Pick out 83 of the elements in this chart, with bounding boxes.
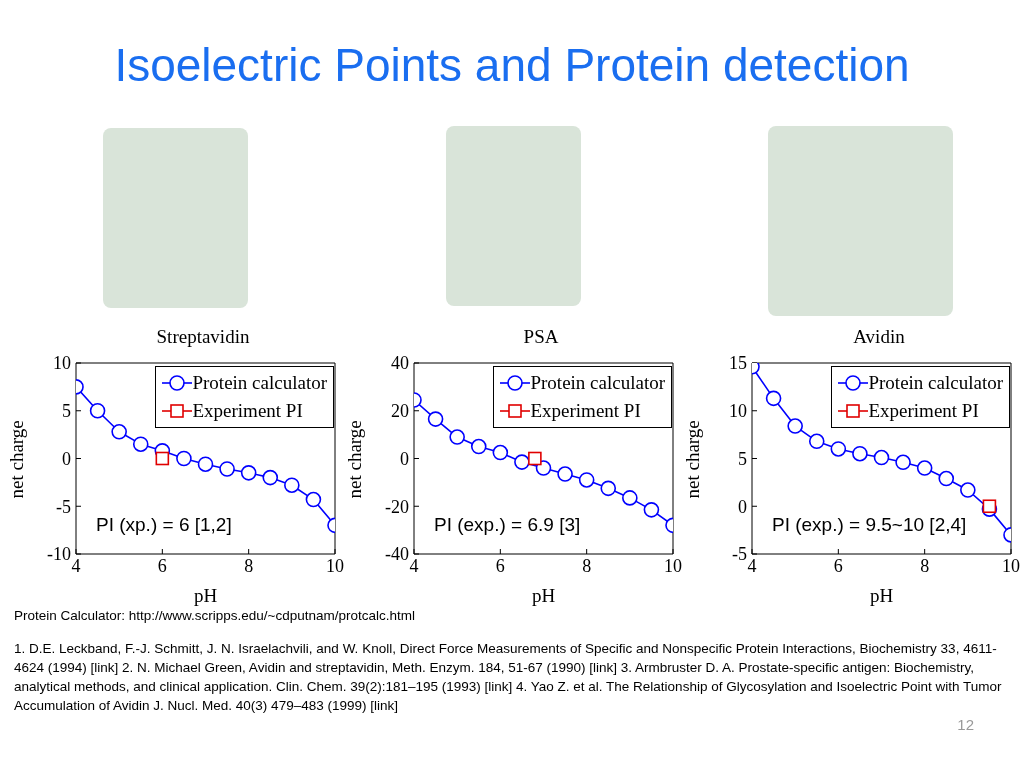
y-tick-label: 0 xyxy=(400,448,409,469)
point xyxy=(132,436,149,452)
point xyxy=(852,445,868,462)
point xyxy=(155,451,170,466)
point xyxy=(578,472,595,488)
point xyxy=(765,390,782,407)
x-tick-label: 8 xyxy=(920,555,930,576)
chart-title: PSA xyxy=(522,326,560,349)
point xyxy=(514,454,530,470)
chart-title: Avidin xyxy=(852,326,906,349)
annotation: PI (exp.) = 9.5~10 [2,4] xyxy=(772,514,967,536)
point xyxy=(873,449,890,466)
y-tick-label: -10 xyxy=(47,544,71,565)
legend-label: Protein calculator xyxy=(530,371,665,395)
point xyxy=(557,466,573,482)
x-tick-label: 4 xyxy=(747,555,757,576)
point xyxy=(449,429,465,445)
y-tick-label: 10 xyxy=(53,353,71,374)
legend-label: Protein calculator xyxy=(192,371,327,395)
point xyxy=(895,454,911,471)
point xyxy=(916,460,933,476)
y-tick-label: 10 xyxy=(729,401,747,422)
point xyxy=(111,423,127,440)
y-tick-label: 0 xyxy=(738,496,747,517)
x-tick-label: 4 xyxy=(71,555,81,576)
x-tick-label: 10 xyxy=(326,555,344,576)
x-tick-label: 10 xyxy=(1002,555,1020,576)
point xyxy=(643,502,660,518)
point xyxy=(492,444,509,461)
text: Isoelectric Points and Protein detection xyxy=(113,38,911,92)
point xyxy=(830,441,847,457)
y-tick-label: 15 xyxy=(729,353,747,374)
text: 12 xyxy=(956,715,975,734)
y-tick-label: -5 xyxy=(732,544,747,565)
point xyxy=(284,477,300,494)
point xyxy=(787,418,803,434)
point xyxy=(528,451,542,466)
y-axis-title: net charge xyxy=(681,420,703,499)
annotation: PI (exp.) = 6.9 [3] xyxy=(434,514,581,536)
point xyxy=(808,433,825,450)
y-tick-label: 5 xyxy=(738,448,747,469)
point xyxy=(600,480,617,497)
text: analytical methods, and clinical application. Clin. Chem. 39(2):181–195 (1993) [link] 4. Yao Z. et al. The Relationship of Glycosylation and Isoelectric Point with Tumor xyxy=(14,679,1002,694)
y-tick-label: -20 xyxy=(385,496,409,517)
x-tick-label: 6 xyxy=(157,555,167,576)
y-tick-label: 40 xyxy=(391,353,409,374)
legend-label: Protein calculator xyxy=(868,371,1003,395)
y-axis-title: net charge xyxy=(5,420,27,499)
x-tick-label: 4 xyxy=(409,555,419,576)
point xyxy=(240,465,257,481)
x-axis-title: pH xyxy=(869,585,894,606)
point xyxy=(535,460,552,476)
y-axis-title: net charge xyxy=(343,420,365,499)
point xyxy=(89,402,106,419)
y-tick-label: -40 xyxy=(385,544,409,565)
point xyxy=(262,469,279,486)
point xyxy=(470,438,487,455)
text: Accumulation of Avidin J. Nucl. Med. 40(3) 479–483 (1999) [link] xyxy=(14,698,398,713)
point xyxy=(427,411,444,427)
point xyxy=(938,470,955,487)
point xyxy=(219,461,235,477)
x-tick-label: 8 xyxy=(582,555,592,576)
annotation: PI (xp.) = 6 [1,2] xyxy=(96,514,232,536)
x-axis-title: pH xyxy=(531,585,556,606)
legend-label: Experiment PI xyxy=(192,399,303,423)
point xyxy=(960,482,976,498)
point xyxy=(622,490,638,506)
x-tick-label: 8 xyxy=(244,555,254,576)
legend-label: Experiment PI xyxy=(530,399,641,423)
text: Protein Calculator: http://www.scripps.edu/~cdputnam/protcalc.html xyxy=(14,607,417,625)
x-axis-title: pH xyxy=(193,585,218,606)
legend-label: Experiment PI xyxy=(868,399,979,423)
y-tick-label: 5 xyxy=(62,401,71,422)
point xyxy=(305,491,322,508)
y-tick-label: -5 xyxy=(56,496,71,517)
x-tick-label: 6 xyxy=(495,555,505,576)
point xyxy=(176,450,192,467)
y-tick-label: 0 xyxy=(62,448,71,469)
chart-title: Streptavidin xyxy=(155,326,251,349)
y-tick-label: 20 xyxy=(391,401,409,422)
x-tick-label: 10 xyxy=(664,555,682,576)
point xyxy=(197,456,214,473)
x-tick-label: 6 xyxy=(833,555,843,576)
